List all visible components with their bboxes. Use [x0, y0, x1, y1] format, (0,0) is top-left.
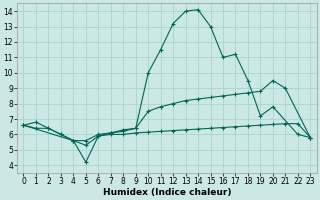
X-axis label: Humidex (Indice chaleur): Humidex (Indice chaleur) [103, 188, 231, 197]
